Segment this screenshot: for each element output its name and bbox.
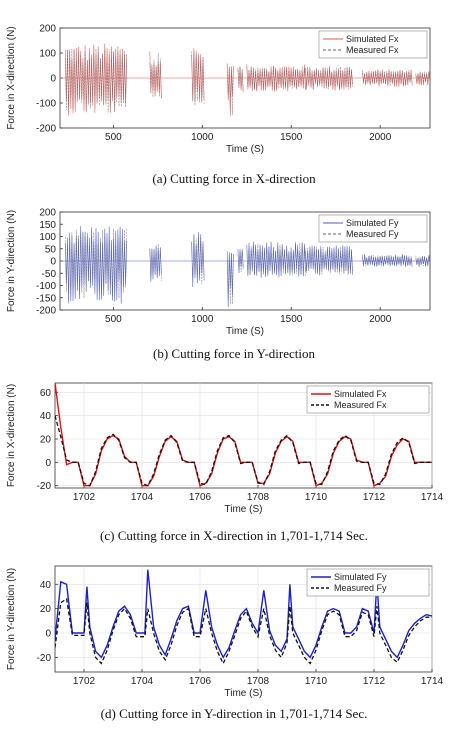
y-tick-label: -150 [36, 293, 56, 304]
x-tick-label: 1714 [421, 676, 444, 687]
x-axis-label: Time (S) [226, 144, 264, 155]
x-axis-label: Time (S) [226, 326, 264, 337]
y-tick-label: -200 [36, 124, 56, 135]
legend-label: Simulated Fy [346, 218, 399, 228]
y-tick-label: 100 [39, 49, 56, 60]
x-tick-label: 2000 [369, 132, 392, 143]
series-line-1 [55, 569, 432, 659]
series-group [60, 43, 430, 116]
x-tick-label: 1704 [131, 676, 154, 687]
x-tick-label: 1500 [280, 132, 303, 143]
series-group [55, 383, 432, 487]
legend-label: Simulated Fx [334, 389, 387, 399]
legend-box [318, 30, 428, 59]
x-tick-label: 1708 [247, 492, 270, 503]
y-axis-label: Force in Y-direction (N) [6, 210, 17, 312]
y-axis-label: Force in X-direction (N) [6, 26, 17, 129]
legend-label: Simulated Fy [334, 572, 387, 582]
x-tick-label: 500 [105, 314, 122, 325]
series-group [60, 226, 430, 308]
x-tick-label: 1702 [73, 676, 96, 687]
legend-box [318, 214, 428, 243]
x-tick-label: 1712 [363, 492, 386, 503]
y-tick-label: -100 [36, 99, 56, 110]
y-tick-label: 20 [40, 604, 52, 615]
y-tick-label: 200 [39, 24, 56, 35]
x-tick-label: 2000 [369, 314, 392, 325]
y-tick-label: -50 [42, 269, 57, 280]
legend-box [306, 385, 430, 414]
series-line-2 [65, 46, 430, 115]
y-tick-label: 0 [50, 257, 56, 268]
legend-label: Measured Fy [346, 229, 399, 239]
x-tick-label: 1712 [363, 676, 386, 687]
legend-box [306, 568, 430, 597]
x-tick-label: 1704 [131, 492, 154, 503]
y-tick-label: 20 [40, 435, 52, 446]
x-tick-label: 1710 [305, 676, 328, 687]
series-line-2 [55, 415, 432, 487]
y-tick-label: 50 [45, 244, 57, 255]
y-tick-label: 60 [40, 388, 52, 399]
y-axis-label: Force in X-direction (N) [6, 384, 17, 487]
x-tick-label: 1708 [247, 676, 270, 687]
y-tick-label: 40 [40, 411, 52, 422]
x-tick-label: 1714 [421, 492, 444, 503]
y-tick-label: 40 [40, 580, 52, 591]
y-tick-label: 100 [39, 232, 56, 243]
x-tick-label: 1710 [305, 492, 328, 503]
y-tick-label: 150 [39, 220, 56, 231]
x-tick-label: 1000 [191, 314, 214, 325]
y-tick-label: 0 [50, 74, 56, 85]
y-axis-label: Force in Y-direction (N) [6, 568, 17, 670]
y-tick-label: 0 [45, 629, 51, 640]
series-line-2 [55, 597, 432, 666]
y-tick-label: 0 [45, 458, 51, 469]
legend-label: Measured Fy [334, 583, 387, 593]
caption: (d) Cutting force in Y-direction in 1,70… [101, 706, 368, 721]
legend-label: Simulated Fx [346, 34, 399, 44]
chart-4: 1702 1704 1706 1708 1710 1712 1714 40 20 0 -20 Time… [6, 565, 444, 721]
x-tick-label: 1702 [73, 492, 96, 503]
series-group [55, 569, 432, 666]
caption: (c) Cutting force in X-direction in 1,70… [100, 528, 368, 543]
x-tick-label: 1500 [280, 314, 303, 325]
y-tick-label: -100 [36, 281, 56, 292]
x-axis-label: Time (S) [225, 504, 263, 515]
series-line-2 [65, 228, 430, 305]
x-axis-label: Time (S) [225, 688, 263, 699]
caption: (a) Cutting force in X-direction [152, 171, 316, 186]
chart-2: 500 1000 1500 2000200150100500-50-100-150-2… [6, 208, 431, 361]
y-tick-label: 200 [39, 208, 56, 219]
chart-3: 1702 1704 1706 1708 1710 1712 1714 60 40 20 0 -20 Ti… [6, 382, 444, 543]
caption: (b) Cutting force in Y-direction [153, 346, 315, 361]
legend-label: Measured Fx [334, 400, 387, 410]
y-tick-label: -20 [37, 653, 52, 664]
x-tick-label: 1706 [189, 676, 212, 687]
legend-label: Measured Fx [346, 45, 399, 55]
x-tick-label: 1000 [191, 132, 214, 143]
x-tick-label: 1706 [189, 492, 212, 503]
y-tick-label: -20 [37, 481, 52, 492]
y-tick-label: -200 [36, 306, 56, 317]
x-tick-label: 500 [105, 132, 122, 143]
